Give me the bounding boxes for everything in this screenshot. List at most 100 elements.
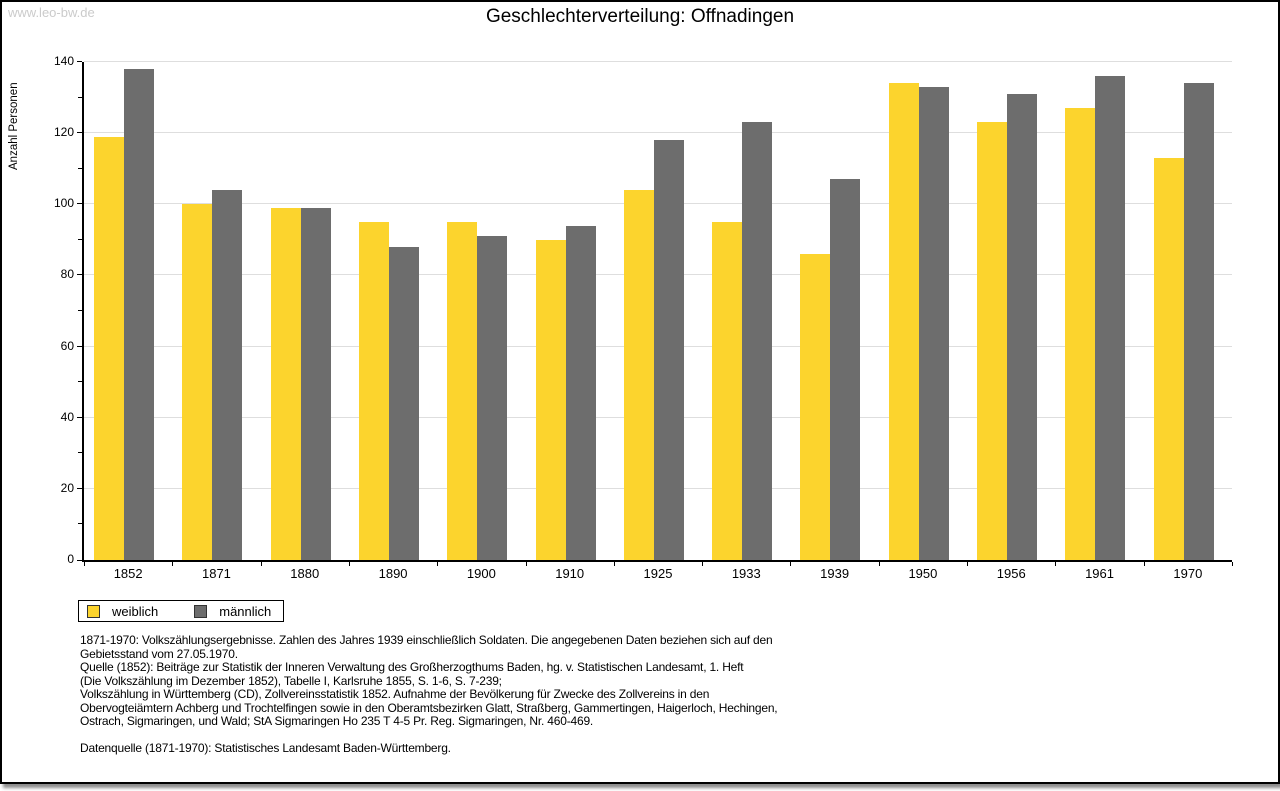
- legend-color-chip-weiblich: [87, 604, 100, 618]
- x-label-1956: 1956: [996, 566, 1026, 581]
- x-boundary-tick-11: [1055, 562, 1056, 566]
- y-tick-label-60: 60: [60, 338, 74, 353]
- bar-weiblich-1956: [977, 122, 1008, 560]
- legend-item-männlich: männlich: [194, 604, 271, 619]
- y-tick-120: [77, 132, 82, 134]
- footnote-spacer: [80, 729, 777, 743]
- bar-weiblich-1933: [712, 222, 743, 560]
- x-boundary-tick-6: [614, 562, 615, 566]
- y-tick-label-80: 80: [60, 267, 74, 282]
- x-boundary-tick-3: [349, 562, 350, 566]
- footnote-line-5: Obervogteiämtern Achberg und Trochtelfin…: [80, 700, 778, 715]
- bar-group-1852: [84, 62, 172, 560]
- x-boundary-tick-12: [1144, 562, 1145, 566]
- bar-weiblich-1852: [94, 136, 124, 560]
- bar-männlich-1956: [1007, 94, 1038, 560]
- bar-group-1880: [261, 62, 349, 560]
- legend-item-weiblich: weiblich: [87, 604, 158, 619]
- legend-label-weiblich: weiblich: [112, 603, 159, 619]
- bar-männlich-1880: [300, 207, 331, 560]
- x-axis-line: [82, 560, 1232, 562]
- x-label-1880: 1880: [290, 566, 320, 581]
- y-tick-110: [78, 167, 82, 169]
- plot-area: 0 20 40 60 80 100 120 140 1852 1871 1880 1890 1900 1…: [54, 54, 1233, 581]
- x-label-1900: 1900: [466, 566, 496, 581]
- gridline-140: [84, 61, 1232, 62]
- y-tick-label-20: 20: [60, 480, 74, 495]
- bar-männlich-1900: [477, 236, 508, 560]
- x-boundary-tick-0: [84, 562, 85, 566]
- y-tick-100: [77, 203, 82, 205]
- x-label-1961: 1961: [1085, 566, 1114, 581]
- bar-weiblich-1939: [800, 254, 831, 560]
- y-axis-line: [82, 62, 84, 560]
- y-tick-90: [78, 238, 82, 240]
- bar-group-1925: [614, 62, 702, 560]
- y-tick-label-0: 0: [67, 552, 74, 566]
- bar-männlich-1939: [830, 179, 861, 560]
- bar-group-1970: [1144, 62, 1232, 560]
- bar-group-1871: [172, 62, 260, 560]
- bar-männlich-1961: [1095, 76, 1126, 560]
- y-tick-label-140: 140: [53, 54, 74, 68]
- x-label-1950: 1950: [908, 566, 938, 581]
- x-boundary-tick-13: [1232, 562, 1233, 566]
- x-label-1925: 1925: [643, 566, 673, 581]
- footnote-line-4: Volkszählung in Württemberg (CD), Zollve…: [80, 687, 710, 701]
- bar-weiblich-1950: [888, 83, 919, 560]
- footnote-line-0: 1871-1970: Volkszählungsergebnisse. Zahl…: [80, 633, 773, 647]
- bar-group-1910: [526, 62, 614, 560]
- x-boundary-tick-9: [879, 562, 880, 566]
- bar-männlich-1933: [742, 122, 773, 560]
- y-tick-140: [77, 61, 82, 62]
- y-tick-label-100: 100: [53, 196, 74, 211]
- bar-männlich-1890: [388, 246, 419, 560]
- bar-weiblich-1961: [1065, 108, 1096, 560]
- bar-weiblich-1925: [623, 190, 654, 560]
- y-tick-70: [78, 310, 82, 311]
- x-label-1933: 1933: [731, 566, 761, 581]
- x-boundary-tick-7: [702, 562, 703, 566]
- x-boundary-tick-1: [172, 562, 173, 566]
- footnote-line-6: Ostrach, Sigmaringen, und Wald; StA Sigm…: [80, 714, 594, 728]
- x-label-1890: 1890: [378, 566, 408, 581]
- gridline-120: [84, 132, 1232, 134]
- x-boundary-tick-5: [526, 562, 527, 566]
- bar-weiblich-1880: [270, 207, 301, 560]
- bar-group-1956: [967, 62, 1055, 560]
- bar-männlich-1925: [653, 140, 684, 560]
- y-tick-50: [78, 381, 82, 383]
- chart-title: Geschlechterverteilung: Offnadingen: [485, 6, 795, 27]
- footnote-line-1: Gebietsstand vom 27.05.1970.: [80, 646, 238, 661]
- legend-color-chip-männlich: [194, 604, 208, 618]
- footnote-line-3: (Die Volkszählung im Dezember 1852), Tab…: [80, 673, 502, 688]
- y-tick-60: [77, 345, 82, 347]
- bar-männlich-1871: [212, 190, 243, 560]
- y-tick-0: [77, 560, 82, 561]
- x-boundary-tick-10: [967, 562, 968, 566]
- bar-männlich-1910: [565, 225, 596, 560]
- bar-group-1933: [702, 62, 790, 560]
- y-tick-10: [78, 523, 82, 525]
- bar-männlich-1852: [124, 69, 154, 560]
- bar-weiblich-1890: [358, 222, 389, 560]
- x-label-1910: 1910: [555, 566, 585, 581]
- y-tick-80: [77, 274, 82, 276]
- chart-legend: weiblich männlich: [78, 600, 285, 622]
- legend-label-männlich: männlich: [219, 603, 272, 619]
- bar-weiblich-1900: [447, 222, 478, 560]
- footnote-line-8: Datenquelle (1871-1970): Statistisches L…: [80, 741, 451, 755]
- bar-group-1939: [790, 62, 878, 560]
- y-tick-40: [77, 416, 82, 418]
- x-label-1939: 1939: [820, 566, 850, 581]
- bar-männlich-1950: [918, 86, 949, 560]
- bar-group-1961: [1055, 62, 1143, 560]
- y-tick-30: [78, 452, 82, 454]
- bar-group-1900: [437, 62, 525, 560]
- x-label-1852: 1852: [113, 566, 143, 581]
- bar-group-1950: [879, 62, 967, 560]
- y-tick-label-120: 120: [53, 125, 74, 140]
- bar-group-1890: [349, 62, 437, 560]
- y-axis-title: Anzahl Personen: [8, 82, 20, 170]
